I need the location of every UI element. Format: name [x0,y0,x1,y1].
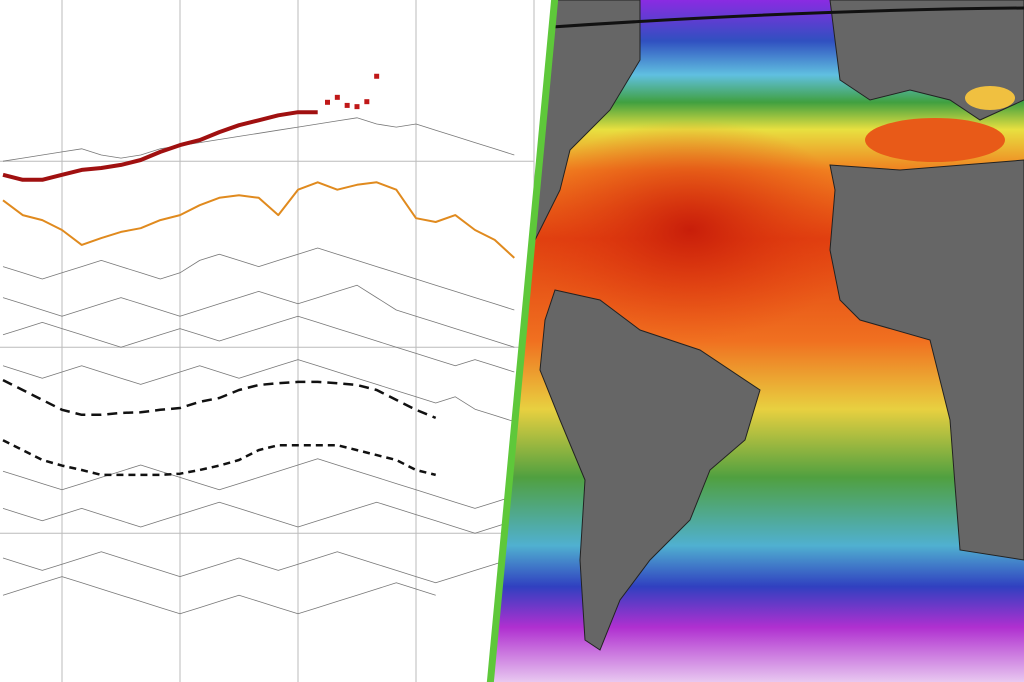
sst-map [490,0,1024,682]
series-line [2,359,515,422]
series-line [2,110,318,182]
series-line [2,458,515,509]
series-line [2,551,515,584]
map-border [490,6,1024,34]
black-sea [965,86,1015,110]
data-point [354,104,360,110]
series-line [2,439,437,477]
mediterranean [865,118,1005,162]
south-america [539,289,761,651]
series-line [2,576,436,615]
data-point [374,73,380,79]
data-point [325,99,330,105]
series-line [2,501,515,534]
africa [829,159,1024,561]
data-point [334,94,340,100]
chart [0,0,535,682]
data-point [344,102,350,108]
series-line [2,315,515,373]
series-line [2,378,437,420]
series-line [2,117,515,162]
divider [486,0,559,682]
data-point [364,99,370,105]
series-line [2,284,515,348]
series-line [2,181,515,259]
warm-anomaly [520,120,860,340]
series-line [2,247,515,311]
